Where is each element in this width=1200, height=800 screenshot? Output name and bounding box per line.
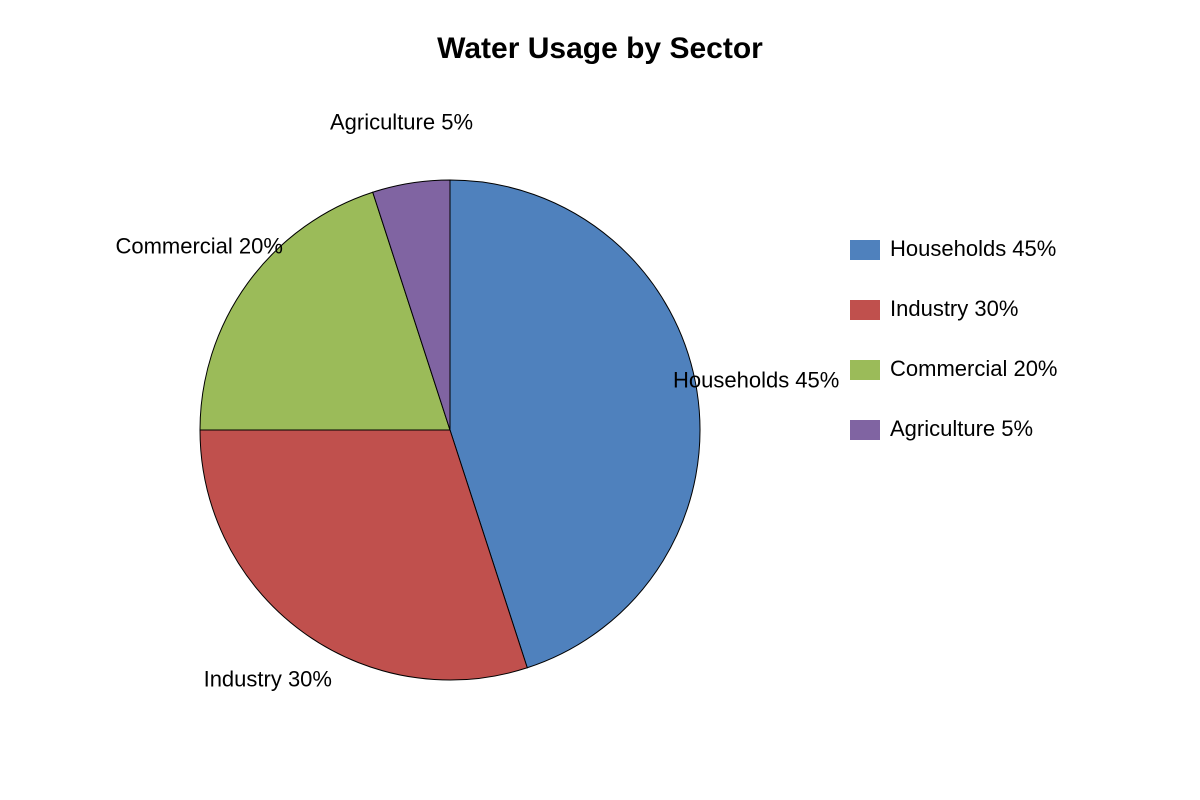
- slice-label: Commercial 20%: [115, 234, 283, 259]
- legend-swatch: [850, 240, 880, 260]
- legend-label: Commercial 20%: [890, 356, 1058, 381]
- slice-label: Agriculture 5%: [330, 110, 473, 135]
- legend-swatch: [850, 420, 880, 440]
- pie-slice: [372, 179, 451, 431]
- legend-swatch: [850, 360, 880, 380]
- slice-label: Households 45%: [673, 367, 839, 392]
- pie-slice: [449, 179, 701, 669]
- slice-label: Industry 30%: [204, 667, 332, 692]
- legend-label: Households 45%: [890, 236, 1056, 261]
- chart-title: Water Usage by Sector: [437, 32, 763, 65]
- legend-label: Industry 30%: [890, 296, 1018, 321]
- pie-slice: [199, 191, 451, 431]
- pie-slice: [199, 429, 528, 681]
- legend-swatch: [850, 300, 880, 320]
- legend-label: Agriculture 5%: [890, 416, 1033, 441]
